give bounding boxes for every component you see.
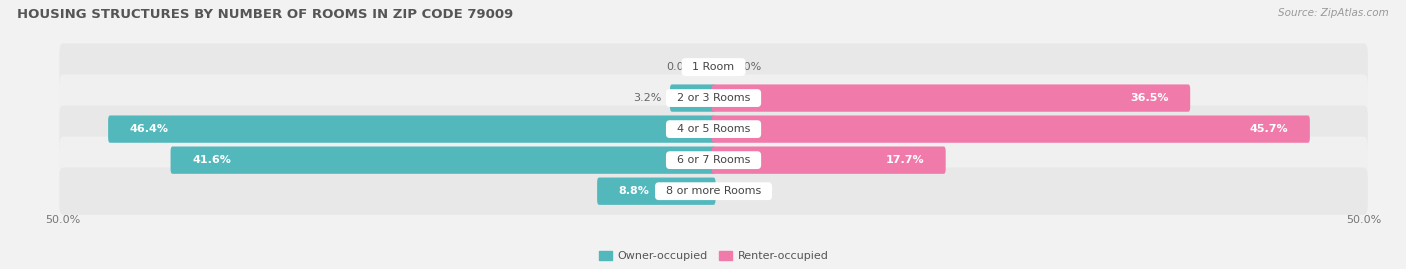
FancyBboxPatch shape — [711, 84, 1191, 112]
Text: 6 or 7 Rooms: 6 or 7 Rooms — [669, 155, 758, 165]
Text: HOUSING STRUCTURES BY NUMBER OF ROOMS IN ZIP CODE 79009: HOUSING STRUCTURES BY NUMBER OF ROOMS IN… — [17, 8, 513, 21]
Text: 8.8%: 8.8% — [619, 186, 650, 196]
FancyBboxPatch shape — [59, 137, 1368, 184]
Text: 1 Room: 1 Room — [686, 62, 741, 72]
Text: 17.7%: 17.7% — [886, 155, 924, 165]
FancyBboxPatch shape — [711, 147, 946, 174]
Text: 36.5%: 36.5% — [1130, 93, 1168, 103]
Text: 2 or 3 Rooms: 2 or 3 Rooms — [669, 93, 758, 103]
Text: 45.7%: 45.7% — [1250, 124, 1288, 134]
Text: 0.0%: 0.0% — [733, 186, 761, 196]
FancyBboxPatch shape — [598, 178, 716, 205]
Text: 8 or more Rooms: 8 or more Rooms — [659, 186, 768, 196]
FancyBboxPatch shape — [59, 168, 1368, 215]
Text: 41.6%: 41.6% — [193, 155, 231, 165]
Text: 4 or 5 Rooms: 4 or 5 Rooms — [669, 124, 758, 134]
FancyBboxPatch shape — [59, 75, 1368, 122]
Text: 3.2%: 3.2% — [633, 93, 661, 103]
FancyBboxPatch shape — [59, 44, 1368, 91]
Text: 46.4%: 46.4% — [129, 124, 169, 134]
Text: 0.0%: 0.0% — [733, 62, 761, 72]
FancyBboxPatch shape — [170, 147, 716, 174]
FancyBboxPatch shape — [108, 115, 716, 143]
FancyBboxPatch shape — [711, 115, 1310, 143]
Text: Source: ZipAtlas.com: Source: ZipAtlas.com — [1278, 8, 1389, 18]
Legend: Owner-occupied, Renter-occupied: Owner-occupied, Renter-occupied — [595, 246, 832, 266]
FancyBboxPatch shape — [59, 105, 1368, 153]
FancyBboxPatch shape — [671, 84, 716, 112]
Text: 0.0%: 0.0% — [666, 62, 695, 72]
